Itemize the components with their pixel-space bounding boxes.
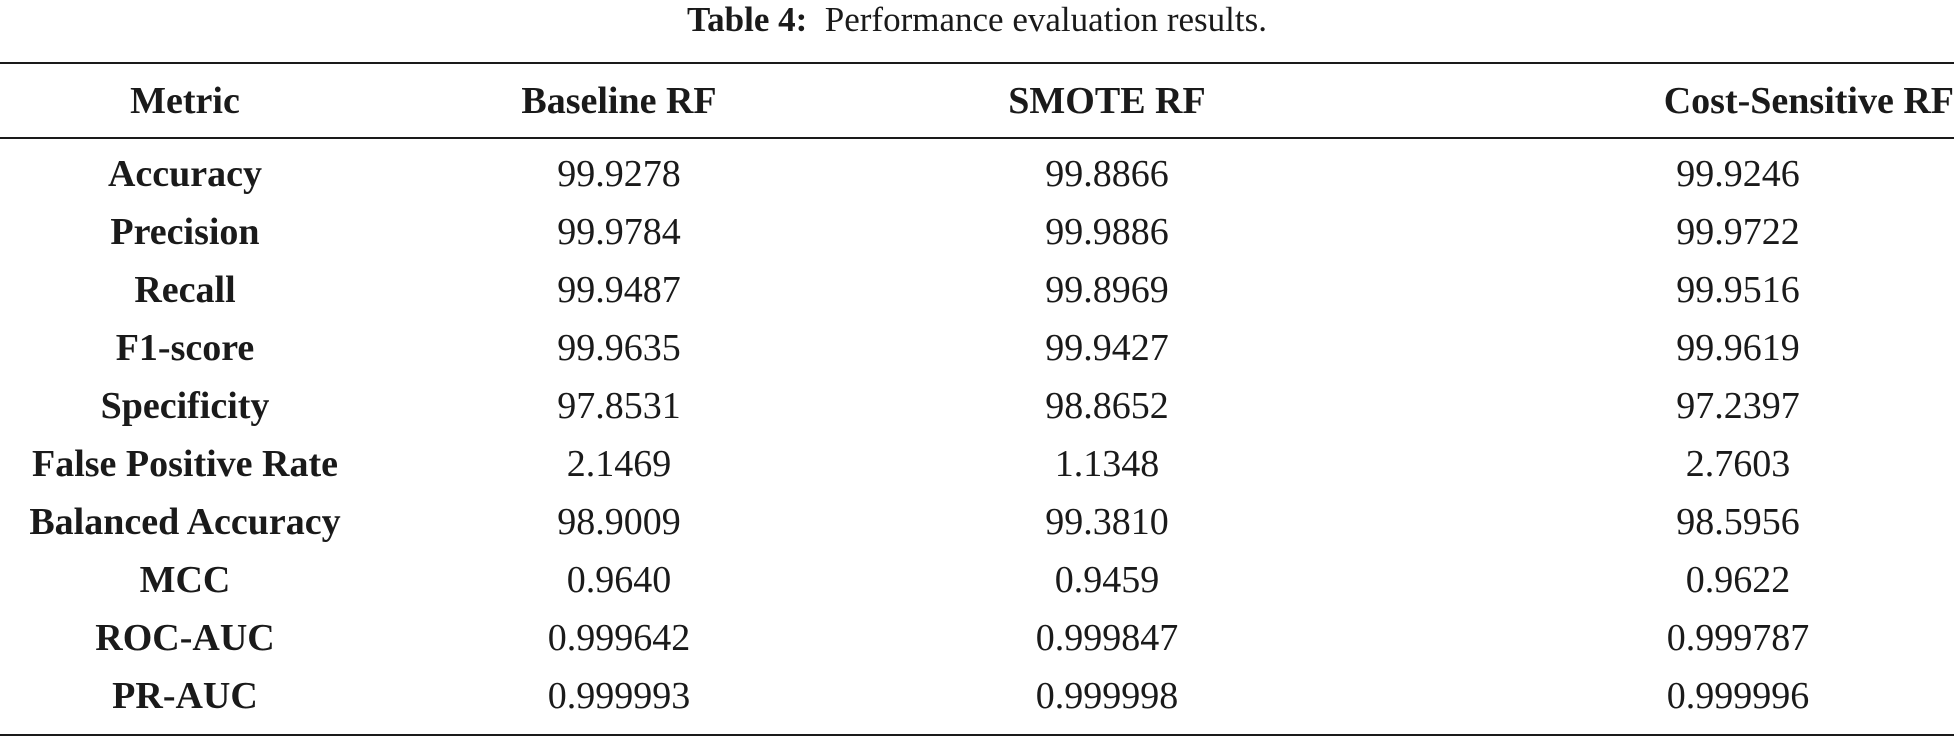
table-row: F1-score 99.9635 99.9427 99.9619	[0, 319, 1954, 377]
cost-sensitive-rf-cell: 0.999787	[1666, 617, 1810, 659]
metric-cell: PR-AUC	[112, 675, 258, 717]
top-rule	[0, 62, 1954, 64]
metric-cell: MCC	[139, 559, 231, 601]
table-row: Accuracy 99.9278 99.8866 99.9246	[0, 137, 1954, 203]
metric-cell: F1-score	[115, 327, 255, 369]
cost-sensitive-rf-cell: 99.9619	[1676, 327, 1800, 369]
cost-sensitive-rf-cell: 98.5956	[1676, 501, 1800, 543]
table-caption: Table 4: Performance evaluation results.	[0, 0, 1954, 44]
column-header-metric: Metric	[130, 79, 240, 122]
table-row: False Positive Rate 2.1469 1.1348 2.7603	[0, 435, 1954, 493]
metric-cell: False Positive Rate	[31, 443, 339, 485]
cost-sensitive-rf-cell: 0.9622	[1685, 559, 1791, 601]
table-row: MCC 0.9640 0.9459 0.9622	[0, 551, 1954, 609]
baseline-rf-cell: 98.9009	[557, 501, 681, 543]
cost-sensitive-rf-cell: 99.9516	[1676, 269, 1800, 311]
baseline-rf-cell: 99.9487	[557, 269, 681, 311]
smote-rf-cell: 0.999998	[1035, 675, 1179, 717]
baseline-rf-cell: 97.8531	[557, 385, 681, 427]
metric-cell: Accuracy	[107, 153, 263, 195]
table-row: Recall 99.9487 99.8969 99.9516	[0, 261, 1954, 319]
table-row: Specificity 97.8531 98.8652 97.2397	[0, 377, 1954, 435]
column-header-smote-rf: SMOTE RF	[1008, 79, 1206, 122]
caption-text: Performance evaluation results.	[824, 0, 1267, 39]
table-header: Metric Baseline RF SMOTE RF Cost-Sensiti…	[0, 64, 1954, 137]
column-header-baseline-rf: Baseline RF	[521, 79, 717, 122]
smote-rf-cell: 99.3810	[1045, 501, 1169, 543]
table-row: Balanced Accuracy 98.9009 99.3810 98.595…	[0, 493, 1954, 551]
baseline-rf-cell: 2.1469	[566, 443, 672, 485]
table-row: PR-AUC 0.999993 0.999998 0.999996	[0, 667, 1954, 725]
smote-rf-cell: 0.9459	[1054, 559, 1160, 601]
baseline-rf-cell: 0.999993	[547, 675, 691, 717]
smote-rf-cell: 1.1348	[1054, 443, 1160, 485]
table-body: Accuracy 99.9278 99.8866 99.9246 Precisi…	[0, 137, 1954, 725]
cost-sensitive-rf-cell: 2.7603	[1685, 443, 1791, 485]
baseline-rf-cell: 99.9635	[557, 327, 681, 369]
baseline-rf-cell: 0.9640	[566, 559, 672, 601]
baseline-rf-cell: 0.999642	[547, 617, 691, 659]
baseline-rf-cell: 99.9784	[557, 211, 681, 253]
cost-sensitive-rf-cell: 0.999996	[1666, 675, 1810, 717]
caption-label: Table 4:	[687, 0, 808, 39]
cost-sensitive-rf-cell: 99.9722	[1676, 211, 1800, 253]
smote-rf-cell: 98.8652	[1045, 385, 1169, 427]
metric-cell: Recall	[134, 269, 236, 311]
smote-rf-cell: 99.9886	[1045, 211, 1169, 253]
metric-cell: Precision	[110, 211, 260, 253]
table-row: Precision 99.9784 99.9886 99.9722	[0, 203, 1954, 261]
baseline-rf-cell: 99.9278	[557, 153, 681, 195]
bottom-rule	[0, 734, 1954, 736]
metric-cell: Specificity	[100, 385, 270, 427]
cost-sensitive-rf-cell: 99.9246	[1676, 153, 1800, 195]
header-row: Metric Baseline RF SMOTE RF Cost-Sensiti…	[0, 64, 1954, 137]
cost-sensitive-rf-cell: 97.2397	[1676, 385, 1800, 427]
smote-rf-cell: 0.999847	[1035, 617, 1179, 659]
header-rule	[0, 137, 1954, 139]
smote-rf-cell: 99.9427	[1045, 327, 1169, 369]
table-row: ROC-AUC 0.999642 0.999847 0.999787	[0, 609, 1954, 667]
smote-rf-cell: 99.8866	[1045, 153, 1169, 195]
smote-rf-cell: 99.8969	[1045, 269, 1169, 311]
column-header-cost-sensitive-rf: Cost-Sensitive RF	[1663, 79, 1954, 122]
metric-cell: ROC-AUC	[95, 617, 275, 659]
metric-cell: Balanced Accuracy	[29, 501, 341, 543]
results-table: Metric Baseline RF SMOTE RF Cost-Sensiti…	[0, 64, 1954, 725]
